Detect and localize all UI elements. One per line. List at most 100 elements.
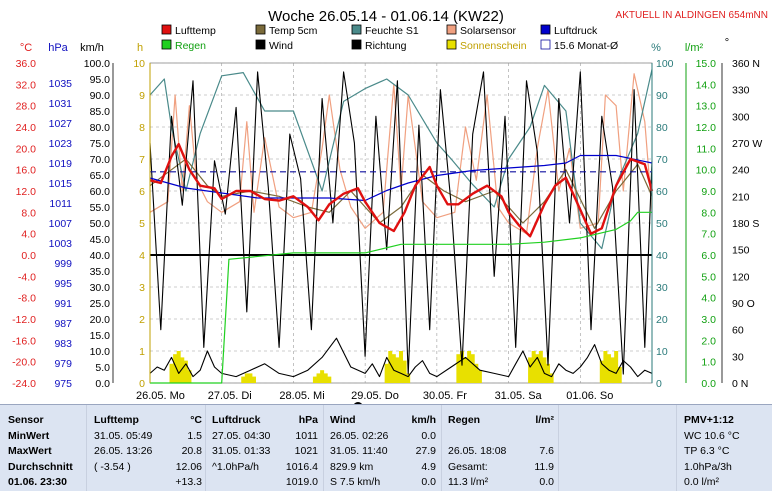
pressure-tick: 975 xyxy=(54,378,72,390)
legend-swatch xyxy=(351,39,362,50)
stats-regen-cur: 0.0 xyxy=(539,476,554,488)
stats-wind-avg-note: 829.9 km xyxy=(330,460,374,473)
sonnenschein-bar xyxy=(320,370,325,383)
legend-swatch xyxy=(351,24,362,35)
temp-tick: -4.0 xyxy=(18,271,36,283)
rain-tick: 5.0 xyxy=(701,271,716,283)
sonnenschein-bar xyxy=(316,373,321,383)
rain-tick: 0.0 xyxy=(701,378,716,390)
direction-tick: 0 N xyxy=(732,378,748,390)
stats-luftdruck-avg: 1016.4 xyxy=(285,460,318,473)
stats-panel: Sensor MinWert MaxWert Durchschnitt 01.0… xyxy=(0,404,772,491)
wind-tick: 65.0 xyxy=(90,170,111,182)
stats-regen-max: 7.6 xyxy=(539,445,554,457)
rain-tick: 3.0 xyxy=(701,314,716,326)
humidity-tick: 40 xyxy=(656,250,668,262)
stats-pmv-dewpoint: TP 6.3 °C xyxy=(684,445,730,457)
wind-tick: 80.0 xyxy=(90,122,111,134)
stats-sensor-head: Sensor xyxy=(8,414,44,426)
sonnenschein-bar xyxy=(528,357,533,383)
day-label: 27.05. Di xyxy=(208,390,252,402)
stats-luftdruck-max-time: 31.05. 01:33 xyxy=(212,445,271,457)
sonnenschein-bar xyxy=(463,357,468,383)
stats-divider xyxy=(441,405,442,491)
humidity-tick: 70 xyxy=(656,154,668,166)
temp-tick: 32.0 xyxy=(16,79,37,91)
stats-divider xyxy=(558,405,559,491)
rain-tick: 12.0 xyxy=(696,122,717,134)
stats-divider xyxy=(86,405,87,491)
legend-swatch xyxy=(446,24,457,35)
sonnenschein-bar xyxy=(323,373,328,383)
direction-tick: 90 O xyxy=(732,298,755,310)
stats-luftdruck-cur: 1019.0 xyxy=(285,476,318,488)
stats-label-min: MinWert xyxy=(8,429,50,442)
plot-area xyxy=(149,62,653,384)
legend-label: Solarsensor xyxy=(460,25,517,37)
sonnenschein-bar xyxy=(477,370,482,383)
stats-pmv-rain-rate: 0.0 l/m² xyxy=(684,476,720,488)
stats-regen-head: Regen xyxy=(448,414,481,426)
humidity-tick: 80 xyxy=(656,122,668,134)
pressure-tick: 987 xyxy=(54,318,72,330)
temp-tick: 36.0 xyxy=(16,58,37,70)
pressure-tick: 1027 xyxy=(49,118,73,130)
series-wind-line xyxy=(149,337,653,378)
weather-chart: Woche 26.05.14 - 01.06.14 (KW22) AKTUELL … xyxy=(0,0,772,404)
stats-wind-max-time: 31.05. 11:40 xyxy=(330,445,388,457)
stats-pmv-windchill: WC 10.6 °C xyxy=(684,429,740,442)
day-label: 01.06. So xyxy=(566,390,613,402)
wind-tick: 40.0 xyxy=(90,250,111,262)
humidity-tick: 30 xyxy=(656,282,668,294)
wind-tick: 0.0 xyxy=(95,378,110,390)
legend-label: Richtung xyxy=(365,40,407,52)
rain-tick: 15.0 xyxy=(696,58,717,70)
temp-tick: 20.0 xyxy=(16,143,37,155)
temp-tick: -24.0 xyxy=(12,378,36,390)
hours-tick: 5 xyxy=(139,218,145,230)
sonnenschein-bar xyxy=(384,363,389,383)
pressure-tick: 1015 xyxy=(49,178,73,190)
pressure-tick: 1035 xyxy=(49,78,73,90)
legend-swatch xyxy=(255,39,266,50)
sonnenschein-bar xyxy=(467,351,472,383)
sonnenschein-bar xyxy=(169,363,174,383)
stats-lufttemp-cur: +13.3 xyxy=(175,476,202,488)
direction-tick: 270 W xyxy=(732,138,762,150)
hours-tick: 10 xyxy=(133,58,145,70)
hours-tick: 4 xyxy=(139,250,145,262)
temp-tick: 0.0 xyxy=(21,250,36,262)
direction-tick: 150 xyxy=(732,245,750,257)
legend-swatch xyxy=(161,39,172,50)
unit-direction: ° xyxy=(725,37,729,49)
day-label: 28.05. Mi xyxy=(279,390,324,402)
pressure-tick: 1031 xyxy=(49,98,73,110)
series-regen-line xyxy=(150,211,652,384)
stats-regen-max-time: 26.05. 18:08 xyxy=(448,445,507,457)
series-lufttemp-line xyxy=(149,142,654,238)
stats-regen-cur-note: 11.3 l/m² xyxy=(448,476,489,488)
sonnenschein-bar xyxy=(183,360,188,383)
hours-tick: 9 xyxy=(139,90,145,102)
wind-tick: 30.0 xyxy=(90,282,111,294)
sonnenschein-bar xyxy=(610,357,615,383)
sonnenschein-bar xyxy=(312,376,317,383)
stats-regen-avg: 11.9 xyxy=(534,460,554,473)
sonnenschein-bar xyxy=(399,351,403,383)
wind-tick: 100.0 xyxy=(84,58,110,70)
stats-label-max: MaxWert xyxy=(8,445,52,457)
humidity-tick: 50 xyxy=(656,218,668,230)
stats-wind-unit: km/h xyxy=(411,414,436,426)
temp-tick: 28.0 xyxy=(16,101,37,113)
wind-tick: 90.0 xyxy=(90,90,111,102)
direction-tick: 60 xyxy=(732,325,744,337)
stats-divider xyxy=(205,405,206,491)
legend-label: 15.6 Monat-Ø xyxy=(554,40,618,52)
temp-tick: 16.0 xyxy=(16,165,37,177)
sonnenschein-bar xyxy=(542,357,547,383)
rain-tick: 1.0 xyxy=(701,357,716,369)
stats-wind-head: Wind xyxy=(330,414,356,426)
day-label: 26.05. Mo xyxy=(136,390,185,402)
sonnenschein-bar xyxy=(176,351,181,383)
